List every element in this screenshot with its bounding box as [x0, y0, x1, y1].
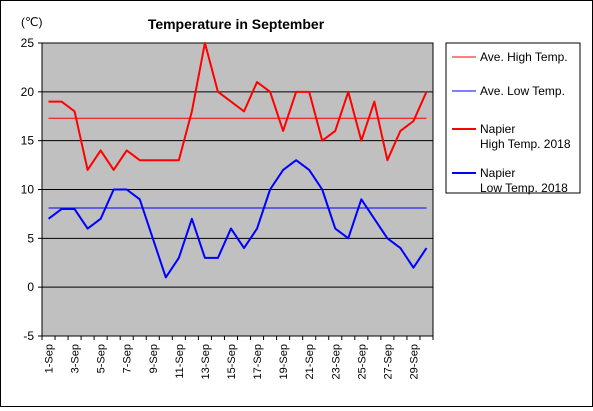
- x-tick-label: 23-Sep: [330, 344, 342, 379]
- y-tick-label: 20: [21, 85, 35, 99]
- x-tick-label: 19-Sep: [278, 344, 290, 379]
- chart-title: Temperature in September: [148, 16, 325, 32]
- x-tick-label: 5-Sep: [96, 344, 108, 373]
- series-line-2: [48, 42, 428, 171]
- x-tick-label: 11-Sep: [174, 344, 186, 379]
- x-tick-label: 25-Sep: [356, 344, 368, 379]
- x-tick-label: 17-Sep: [252, 344, 264, 379]
- y-tick-label: 10: [21, 183, 35, 197]
- unit-label: (℃): [21, 15, 42, 29]
- x-tick-label: 21-Sep: [304, 344, 316, 379]
- legend-label: Ave. High Temp.: [480, 50, 568, 64]
- x-tick-label: 3-Sep: [70, 344, 82, 373]
- x-tick-label: 7-Sep: [122, 344, 134, 373]
- x-tick-label: 13-Sep: [200, 344, 212, 379]
- y-tick-label: 0: [27, 280, 34, 294]
- legend-label: Napier: [480, 122, 515, 136]
- y-tick-label: 5: [27, 231, 34, 245]
- x-tick-label: 9-Sep: [148, 344, 160, 373]
- legend-label: Napier: [480, 166, 515, 180]
- legend-label: Ave. Low Temp.: [480, 84, 565, 98]
- legend-box: [445, 42, 581, 194]
- y-tick-label: 25: [21, 36, 35, 50]
- x-tick-label: 27-Sep: [382, 344, 394, 379]
- y-tick-label: -5: [23, 329, 34, 343]
- x-tick-label: 15-Sep: [226, 344, 238, 379]
- series-line-3: [47, 159, 428, 279]
- x-tick-label: 1-Sep: [44, 344, 56, 373]
- x-tick-label: 29-Sep: [408, 344, 420, 379]
- legend-label-line2: High Temp. 2018: [480, 137, 571, 151]
- y-tick-label: 15: [21, 134, 35, 148]
- legend-label-line2: Low Temp. 2018: [480, 181, 568, 195]
